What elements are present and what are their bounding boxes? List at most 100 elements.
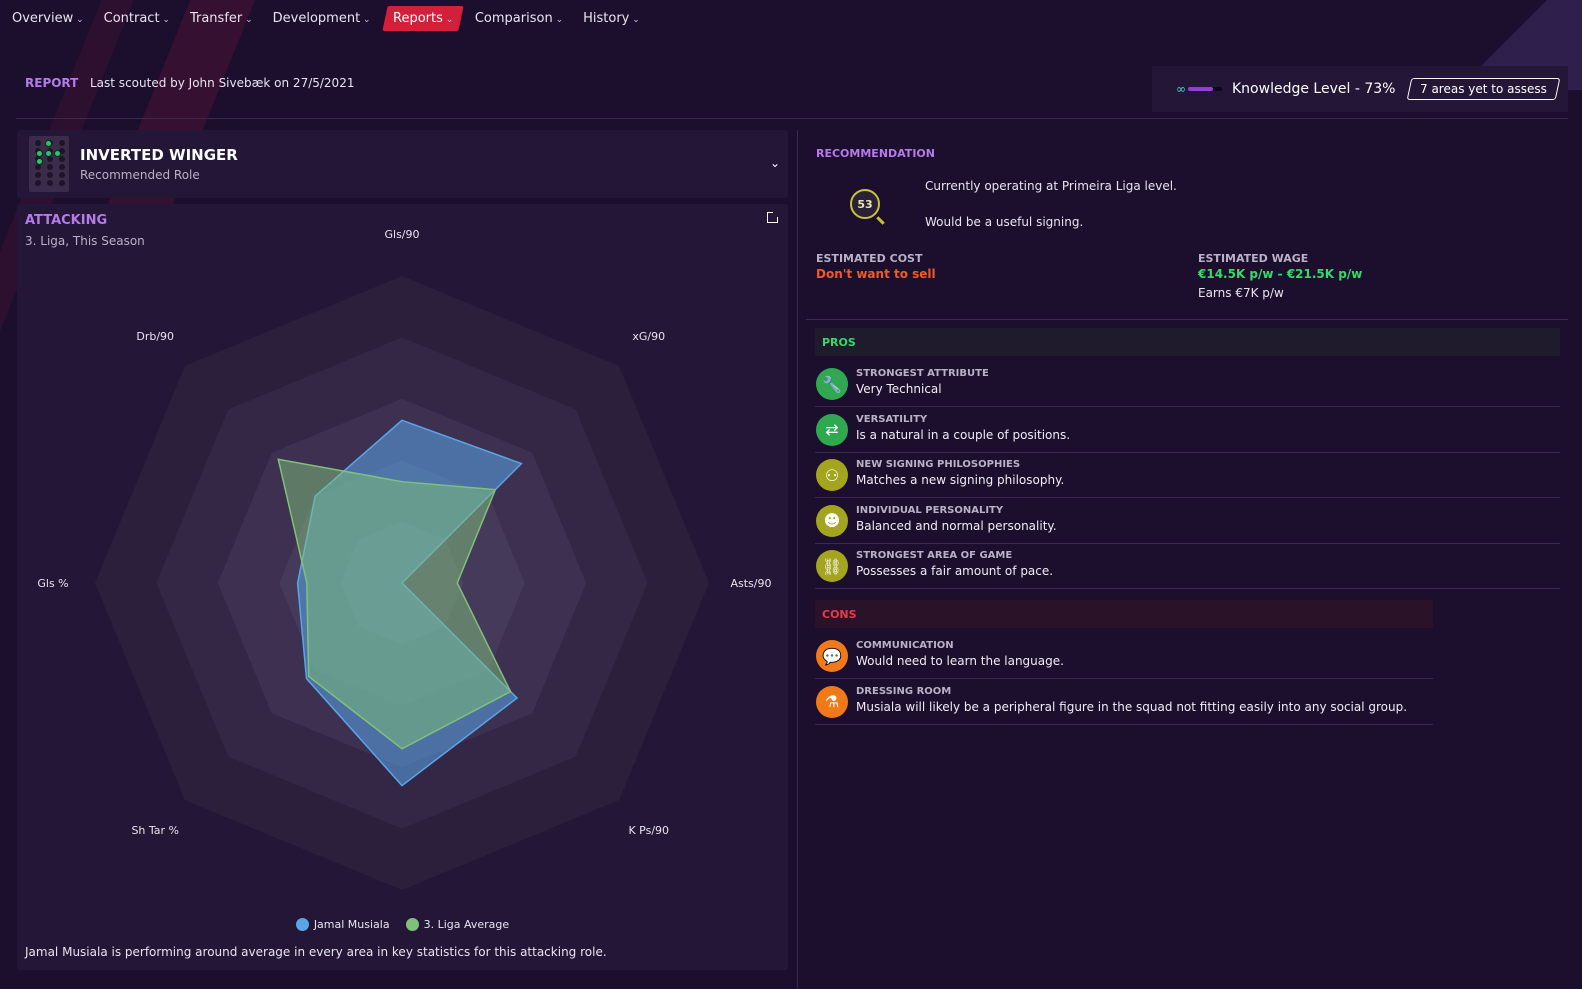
radar-axis-label: Drb/90: [136, 330, 174, 343]
estimated-wage-value: €14.5K p/w - €21.5K p/w: [1198, 267, 1363, 281]
pitch-position-dot: [35, 140, 41, 146]
radar-axis-label: xG/90: [632, 330, 665, 343]
estimated-wage-label: ESTIMATED WAGE: [1198, 252, 1309, 265]
chart-summary: Jamal Musiala is performing around avera…: [25, 945, 607, 959]
nav-tab-label: Overview: [12, 10, 74, 26]
chevron-down-icon: ⌄: [159, 14, 170, 25]
legend-swatch: [405, 918, 419, 931]
chevron-down-icon: ⌄: [552, 14, 564, 25]
pros-heading: PROS: [822, 336, 856, 349]
flask-icon: ⚗: [816, 685, 848, 718]
pitch-position-dot: [59, 180, 65, 186]
cons-row[interactable]: ⚗ DRESSING ROOM Musiala will likely be a p…: [815, 680, 1433, 725]
chart-title: ATTACKING: [25, 213, 108, 228]
pitch-position-dot-active: [36, 158, 43, 165]
speech-bubble-icon: 💬: [816, 640, 848, 672]
pros-text: Is a natural in a couple of positions.: [856, 427, 1071, 442]
binoculars-icon: ∞: [1176, 82, 1186, 96]
legend-item[interactable]: 3. Liga Average: [405, 918, 510, 931]
nav-tab-label: History: [583, 10, 630, 26]
pros-row[interactable]: ⇄ VERSATILITY Is a natural in a couple of …: [815, 408, 1560, 453]
pros-label: INDIVIDUAL PERSONALITY: [856, 504, 1004, 516]
nav-tab-transfer[interactable]: Transfer ⌄: [184, 5, 259, 32]
cons-text: Would need to learn the language.: [856, 654, 1064, 668]
pros-row[interactable]: 🔧 STRONGEST ATTRIBUTE Very Technical: [815, 362, 1560, 407]
swap-arrows-icon: ⇄: [816, 413, 848, 446]
chevron-down-icon: ⌄: [629, 14, 640, 25]
nav-tab-label: Contract: [103, 10, 160, 26]
chart-subtitle: 3. Liga, This Season: [25, 234, 145, 248]
legend-swatch: [295, 918, 309, 931]
radar-axis-label: Sh Tar %: [131, 824, 179, 837]
nav-tab-overview[interactable]: Overview ⌄: [6, 5, 90, 32]
pitch-position-dot: [59, 148, 65, 154]
recommendation-heading: RECOMMENDATION: [816, 147, 935, 160]
pros-row[interactable]: ☻ INDIVIDUAL PERSONALITY Balanced and norm…: [815, 499, 1560, 544]
chevron-down-icon: ⌄: [73, 14, 84, 25]
knowledge-progress-bar: [1188, 87, 1222, 91]
group-icon: ⚇: [816, 459, 848, 491]
cons-header: CONS: [815, 600, 1433, 628]
formation-pitch-icon: [29, 136, 69, 192]
pitch-position-dot-active: [45, 140, 52, 147]
wrench-icon: 🔧: [816, 368, 848, 400]
chevron-down-icon[interactable]: ⌄: [769, 156, 780, 170]
pros-header: PROS: [815, 328, 1560, 356]
pitch-position-dot-active: [54, 150, 61, 157]
pros-text: Very Technical: [856, 382, 942, 396]
nav-tab-history[interactable]: History ⌄: [577, 5, 646, 32]
cons-text: Musiala will likely be a peripheral figu…: [856, 699, 1408, 714]
nav-tab-label: Development: [272, 10, 361, 26]
pitch-position-dot: [59, 156, 65, 162]
pros-text: Possesses a fair amount of pace.: [856, 564, 1054, 578]
pitch-position-dot-active: [45, 150, 52, 157]
role-subtitle: Recommended Role: [80, 168, 200, 182]
head-icon: ☻: [816, 504, 848, 537]
pitch-position-dot: [35, 172, 41, 178]
report-label: REPORT: [25, 76, 79, 90]
nav-tab-development[interactable]: Development ⌄: [267, 5, 377, 32]
pros-label: STRONGEST ATTRIBUTE: [856, 368, 989, 379]
column-divider: [797, 130, 798, 989]
cons-label: COMMUNICATION: [856, 640, 954, 651]
radar-series-league-average: [277, 458, 512, 750]
pros-row[interactable]: ⚇ NEW SIGNING PHILOSOPHIES Matches a new s…: [815, 453, 1560, 498]
chevron-down-icon: ⌄: [242, 14, 253, 25]
pitch-position-dot: [47, 164, 53, 170]
cons-heading: CONS: [822, 608, 857, 621]
radar-axis-label: Gls %: [37, 577, 68, 590]
pros-label: NEW SIGNING PHILOSOPHIES: [856, 459, 1021, 470]
legend-label: 3. Liga Average: [423, 918, 510, 931]
chevron-down-icon: ⌄: [442, 14, 453, 25]
pros-row[interactable]: ⛓ STRONGEST AREA OF GAME Possesses a fair …: [815, 544, 1560, 589]
divider: [806, 319, 1568, 320]
link-icon: ⛓: [816, 550, 848, 582]
legend-item[interactable]: Jamal Musiala: [295, 918, 390, 931]
legend-label: Jamal Musiala: [313, 918, 390, 931]
chart-legend: Jamal Musiala 3. Liga Average: [17, 918, 788, 931]
nav-tab-label: Comparison: [474, 10, 553, 26]
pitch-position-dot: [59, 164, 65, 170]
nav-tab-comparison[interactable]: Comparison ⌄: [469, 5, 569, 32]
areas-to-assess-button[interactable]: 7 areas yet to assess: [1407, 78, 1561, 100]
cons-row[interactable]: 💬 COMMUNICATION Would need to learn the la…: [815, 634, 1433, 679]
expand-icon[interactable]: [767, 212, 778, 223]
radar-axis-label: K Ps/90: [628, 824, 669, 837]
knowledge-level-panel: ∞ Knowledge Level - 73% 7 areas yet to a…: [1152, 66, 1568, 112]
recommended-role-panel[interactable]: INVERTED WINGER Recommended Role ⌄: [17, 130, 788, 198]
rating-magnifier-icon: 53: [850, 189, 885, 225]
pitch-position-dot: [35, 164, 41, 170]
nav-tab-contract[interactable]: Contract ⌄: [98, 5, 176, 32]
nav-tab-label: Reports: [392, 10, 443, 26]
scouted-by-text: Last scouted by John Sivebæk on 27/5/202…: [90, 76, 355, 90]
chevron-down-icon: ⌄: [360, 14, 371, 25]
top-nav: Overview ⌄ Contract ⌄ Transfer ⌄ Developmen…: [0, 0, 654, 36]
pitch-position-dot: [59, 172, 65, 178]
pitch-position-dot: [47, 172, 53, 178]
pros-label: STRONGEST AREA OF GAME: [856, 550, 1013, 561]
nav-tab-reports[interactable]: Reports ⌄: [381, 5, 464, 31]
role-title: INVERTED WINGER: [80, 146, 238, 164]
pitch-position-dot: [47, 156, 53, 162]
pitch-position-dot: [35, 180, 41, 186]
